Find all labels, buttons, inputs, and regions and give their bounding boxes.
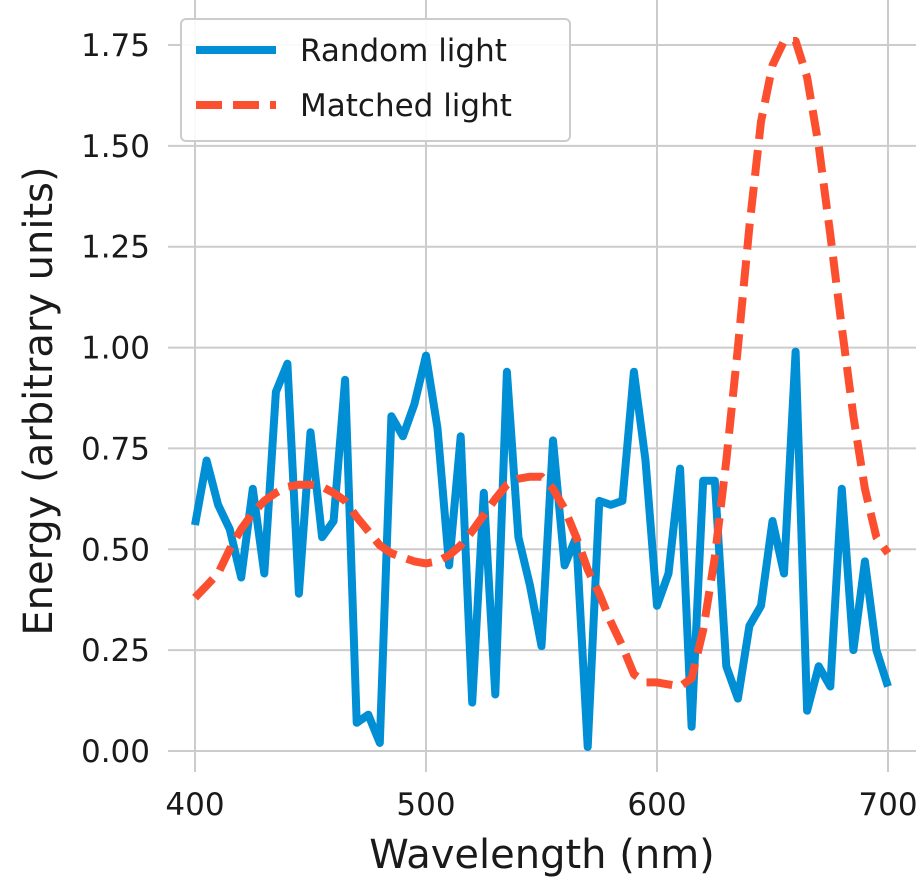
y-tick-label: 1.50 <box>81 129 150 165</box>
series-line-matched-light <box>192 37 892 691</box>
y-tick-label: 1.25 <box>81 230 150 266</box>
x-tick-label: 500 <box>396 787 455 823</box>
x-axis-label: Wavelength (nm) <box>369 832 715 878</box>
y-tick-label: 0.50 <box>81 532 150 568</box>
legend-label-random-light: Random light <box>300 33 507 69</box>
x-tick-label: 700 <box>858 787 917 823</box>
y-tick-label: 0.25 <box>81 633 150 669</box>
series-layer <box>191 37 892 751</box>
legend-box <box>180 18 571 142</box>
y-tick-label: 0.00 <box>81 734 150 770</box>
y-tick-label: 1.00 <box>81 331 150 367</box>
y-tick-label: 0.75 <box>81 431 150 467</box>
y-axis-label: Energy (arbitrary units) <box>16 166 62 635</box>
legend-label-matched-light: Matched light <box>300 88 512 124</box>
tick-labels: 400 500 600 700 0.00 0.25 0.50 0.75 1.00 1.25 1.50… <box>81 28 918 823</box>
x-tick-label: 400 <box>165 787 224 823</box>
legend: Random light Matched light <box>180 18 571 142</box>
x-tick-label: 600 <box>627 787 686 823</box>
series-line-random-light <box>191 347 892 751</box>
y-tick-label: 1.75 <box>81 28 150 64</box>
